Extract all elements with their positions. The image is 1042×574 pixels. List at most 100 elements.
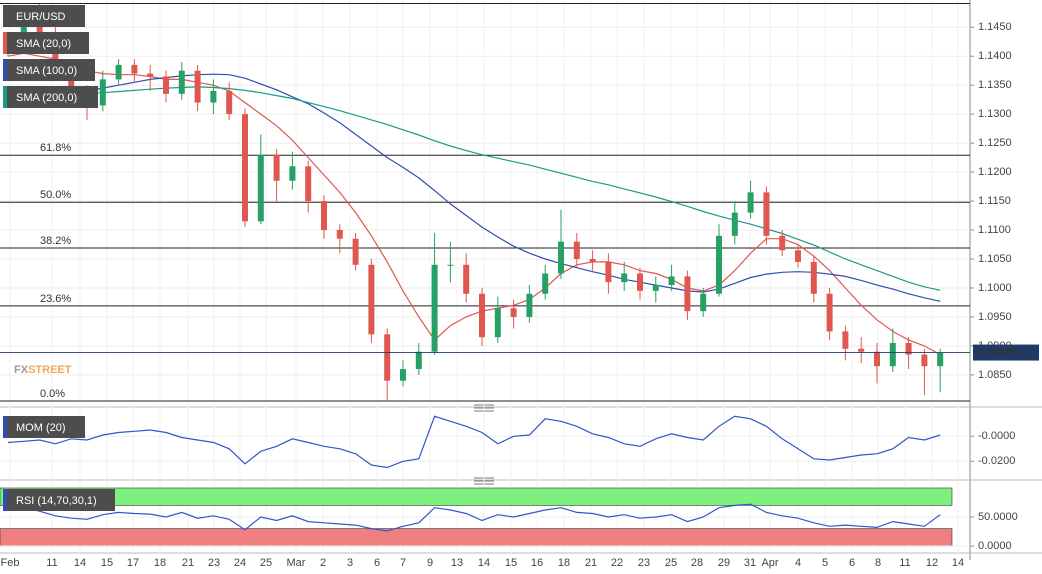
candle-body <box>763 192 770 236</box>
sma-label: SMA (20,0) <box>16 38 71 50</box>
candle-body <box>874 351 880 367</box>
x-tick-label: 15 <box>505 557 517 569</box>
label-box <box>3 86 98 108</box>
oversold-band <box>0 528 953 547</box>
candle-body <box>368 264 375 335</box>
indicator-line <box>7 503 941 532</box>
x-tick-label: 17 <box>127 557 139 569</box>
watermark-suffix: STREET <box>28 364 72 376</box>
mom-label: MOM (20) <box>16 422 66 434</box>
candle-body <box>210 90 217 103</box>
candle-body <box>242 114 248 222</box>
candle-body <box>163 76 169 94</box>
candle-body <box>226 90 233 115</box>
candle-body <box>747 192 754 213</box>
rsi-label: RSI (14,70,30,1) <box>16 495 97 507</box>
x-tick-label: 12 <box>926 557 938 569</box>
fib-label: 50.0% <box>40 189 71 201</box>
label-box <box>3 32 89 54</box>
x-tick-label: 25 <box>665 557 677 569</box>
x-tick-label: 13 <box>451 557 463 569</box>
x-tick-label: 11 <box>899 557 910 569</box>
candle-body <box>336 230 343 239</box>
candle-body <box>795 250 801 262</box>
x-tick-label: 23 <box>208 557 220 569</box>
candle-body <box>905 343 912 355</box>
overlay-labels: EUR/USD SMA (20,0) SMA (100,0) SMA (200,… <box>3 5 115 511</box>
y-tick-label: 0.0000 <box>978 540 1012 552</box>
x-tick-label: 25 <box>260 557 272 569</box>
y-tick-label: 1.1400 <box>978 50 1012 62</box>
candle-body <box>289 166 296 181</box>
candle-body <box>273 154 280 181</box>
x-tick-label: 14 <box>74 557 86 569</box>
candle-body <box>605 261 612 283</box>
candle-body <box>178 70 185 94</box>
candle-body <box>479 293 485 338</box>
x-tick-label: 14 <box>952 557 964 569</box>
x-tick-label: 21 <box>585 557 597 569</box>
candle-body <box>431 264 438 352</box>
x-tick-label: 18 <box>558 557 570 569</box>
candle-body <box>321 201 327 231</box>
x-tick-label: 23 <box>638 557 650 569</box>
candle-body <box>257 154 264 222</box>
candle-body <box>700 293 707 312</box>
last-price-box <box>973 344 1039 361</box>
y-tick-label: 50.0000 <box>978 511 1018 523</box>
label-box <box>3 5 85 27</box>
x-tick-label: 2 <box>320 557 326 569</box>
watermark: FXSTREET <box>14 364 72 376</box>
candle-body <box>573 241 580 259</box>
candle-body <box>447 264 454 266</box>
x-tick-label: Apr <box>761 557 778 569</box>
candle-body <box>463 264 470 294</box>
x-tick-label: 4 <box>795 557 801 569</box>
x-tick-label: 16 <box>531 557 543 569</box>
label-stripe <box>3 489 7 511</box>
candle-body <box>99 79 106 106</box>
symbol-label: EUR/USD <box>16 11 66 23</box>
x-tick-label: 14 <box>478 557 490 569</box>
candle-body <box>194 70 201 103</box>
candle-body <box>352 238 359 265</box>
candle-body <box>716 235 722 294</box>
candle-body <box>652 285 659 291</box>
y-tick-label: 1.1450 <box>978 21 1012 33</box>
fib-label: 100.0% <box>40 0 78 2</box>
label-stripe <box>3 59 7 81</box>
x-tick-label: 22 <box>611 557 623 569</box>
candle-body <box>510 308 517 317</box>
label-box <box>3 416 85 438</box>
x-tick-label: 6 <box>849 557 855 569</box>
x-tick-label: 28 <box>691 557 703 569</box>
candle-body <box>684 276 691 312</box>
sma-label: SMA (200,0) <box>16 92 77 104</box>
y-tick-label: -0.0200 <box>978 455 1015 467</box>
watermark-prefix: FX <box>14 364 29 376</box>
candle-body <box>526 293 533 317</box>
label-box <box>3 59 95 81</box>
x-tick-label: 6 <box>374 557 380 569</box>
fib-label: 38.2% <box>40 235 71 247</box>
candle-body <box>842 331 849 349</box>
candle-body <box>621 273 628 283</box>
x-tick-label: 9 <box>427 557 433 569</box>
x-tick-label: 18 <box>154 557 166 569</box>
candle-body <box>305 166 312 202</box>
candle-body <box>858 348 865 352</box>
x-tick-label: 11 <box>46 557 57 569</box>
candle-body <box>415 351 422 370</box>
x-tick-label: 5 <box>822 557 828 569</box>
y-tick-label: 1.1100 <box>978 224 1011 236</box>
candle-body <box>637 273 643 291</box>
y-tick-label: 1.1250 <box>978 137 1012 149</box>
x-tick-label: 21 <box>182 557 194 569</box>
candle-body <box>384 334 391 381</box>
y-tick-label: 1.1000 <box>978 282 1012 294</box>
candle-body <box>937 352 944 367</box>
last-price-label: 1.08885 <box>978 346 1018 358</box>
